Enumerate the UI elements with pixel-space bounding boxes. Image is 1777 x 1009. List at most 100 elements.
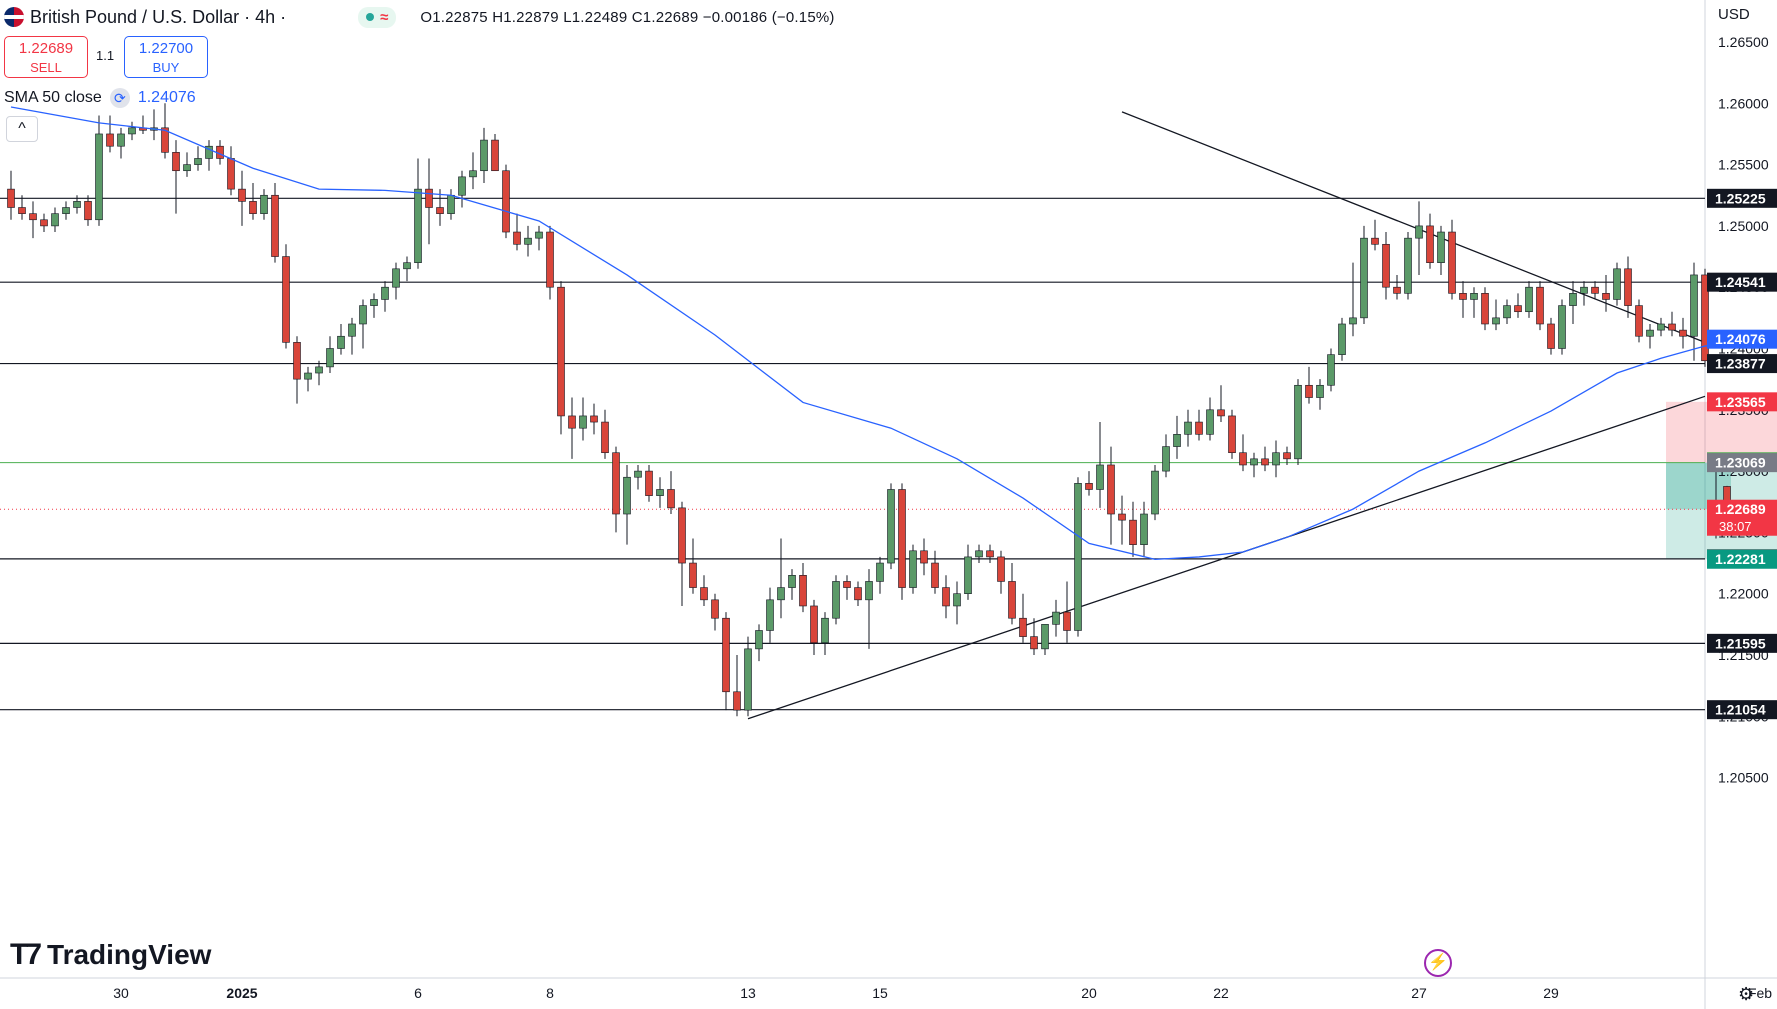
candle <box>18 195 26 220</box>
candle-body <box>205 145 213 159</box>
candle <box>1019 593 1027 643</box>
candle-body <box>733 691 741 711</box>
candle <box>1503 299 1511 324</box>
buy-label: BUY <box>152 60 180 75</box>
sell-button[interactable]: 1.22689 SELL <box>4 36 88 78</box>
candle <box>1129 501 1137 557</box>
candle-body <box>227 158 235 190</box>
ohlc-readout: O1.22875 H1.22879 L1.22489 C1.22689 −0.0… <box>420 8 835 26</box>
buy-button[interactable]: 1.22700 BUY <box>124 36 208 78</box>
candle-body <box>392 268 400 288</box>
buy-price: 1.22700 <box>138 40 194 57</box>
candle <box>1558 299 1566 355</box>
candle-body <box>766 599 774 631</box>
candle <box>1437 225 1445 275</box>
brand-name: TradingView <box>47 939 212 970</box>
candle <box>931 550 939 594</box>
candle <box>1536 281 1544 331</box>
price-tag: 1.25225 <box>1707 188 1777 208</box>
candle <box>997 550 1005 594</box>
price-tag-label: 1.22689 <box>1715 501 1766 517</box>
candle <box>392 262 400 300</box>
candle-body <box>1261 458 1269 466</box>
candle <box>1250 452 1258 478</box>
candle-body <box>590 415 598 423</box>
currency-selector[interactable]: USD <box>1718 6 1750 23</box>
candle-body <box>1085 483 1093 490</box>
price-tag-label: 1.23565 <box>1715 394 1766 410</box>
candle-body <box>491 139 499 172</box>
collapse-legend-button[interactable]: ^ <box>6 116 38 142</box>
candle <box>227 146 235 196</box>
candle <box>601 409 609 459</box>
candle-body <box>1470 293 1478 300</box>
sell-price: 1.22689 <box>18 40 74 57</box>
candle-body <box>1382 243 1390 288</box>
candle-body <box>1195 421 1203 435</box>
candle <box>1448 219 1456 300</box>
candle <box>205 140 213 171</box>
candle-body <box>18 207 26 214</box>
candle-body <box>1239 452 1247 466</box>
time-tick-label: 20 <box>1081 985 1097 1001</box>
candle-body <box>975 550 983 558</box>
candle-body <box>304 372 312 380</box>
candle <box>590 403 598 435</box>
candle <box>1470 287 1478 318</box>
refresh-icon[interactable]: ⟳ <box>109 88 130 108</box>
price-tag-label: 1.23069 <box>1715 455 1766 471</box>
candle <box>51 207 59 233</box>
candle <box>1107 446 1115 545</box>
candle-body <box>95 133 103 221</box>
candle <box>766 587 774 643</box>
candle-body <box>656 489 664 496</box>
price-tag-bg <box>1707 633 1777 653</box>
candle <box>1085 471 1093 496</box>
indicator-legend[interactable]: SMA 50 close ⟳ 1.24076 <box>4 88 196 108</box>
candle <box>1261 446 1269 472</box>
candle-body <box>1437 231 1445 263</box>
candle <box>612 446 620 533</box>
candle <box>634 464 642 490</box>
candle <box>810 599 818 655</box>
candle-body <box>667 489 675 509</box>
candle-body <box>1448 231 1456 294</box>
candle <box>84 195 92 226</box>
candle-body <box>1525 286 1533 313</box>
candle-body <box>832 581 840 619</box>
candle-body <box>73 201 81 208</box>
candle <box>128 121 136 141</box>
candle <box>447 189 455 220</box>
candle <box>260 189 268 220</box>
wave-icon: ≈ <box>380 8 389 26</box>
candle <box>744 636 752 717</box>
candle-body <box>535 231 543 239</box>
candle <box>1514 293 1522 318</box>
candle <box>711 593 719 631</box>
candle-body <box>282 256 290 343</box>
candle <box>326 336 334 374</box>
candle-body <box>513 231 521 245</box>
candle-body <box>1151 470 1159 515</box>
market-status-badge[interactable]: ≈ <box>358 6 397 28</box>
candle <box>1316 379 1324 410</box>
candle <box>887 483 895 570</box>
candle-body <box>425 188 433 208</box>
candle <box>1206 397 1214 441</box>
candle <box>73 195 81 214</box>
candle-body <box>898 489 906 588</box>
candle-body <box>623 476 631 515</box>
candle-body <box>843 581 851 588</box>
symbol-title[interactable]: British Pound / U.S. Dollar · 4h · <box>30 6 287 27</box>
gear-icon[interactable]: ⚙ <box>1738 984 1755 1004</box>
candle-body <box>1008 581 1016 619</box>
chart-header: British Pound / U.S. Dollar · 4h · ≈ O1.… <box>0 0 835 34</box>
candle-body <box>1547 323 1555 349</box>
candle <box>535 225 543 251</box>
price-tag: 1.21595 <box>1707 633 1777 653</box>
candle <box>1415 201 1423 275</box>
candle <box>95 115 103 226</box>
lightning-icon[interactable]: ⚡ <box>1424 949 1452 977</box>
candle <box>381 281 389 312</box>
